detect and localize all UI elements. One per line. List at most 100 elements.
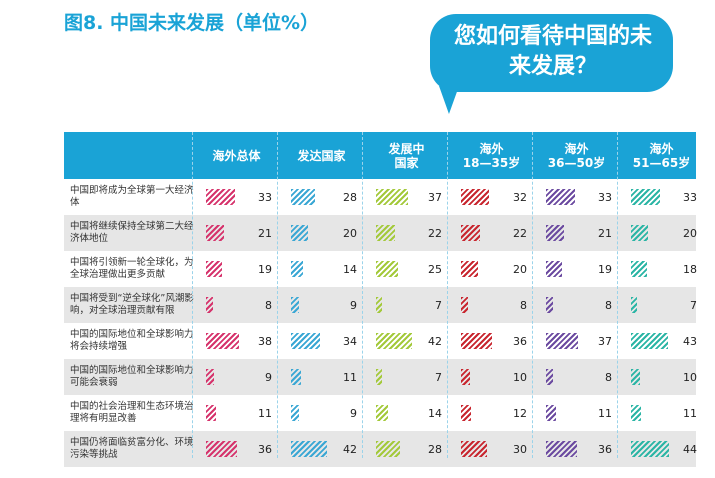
data-label: 28 — [343, 190, 357, 204]
data-label: 32 — [513, 190, 527, 204]
data-label: 11 — [598, 406, 612, 420]
column-divider — [277, 132, 279, 458]
bar — [546, 261, 562, 277]
data-label: 20 — [683, 226, 697, 240]
data-label: 43 — [683, 334, 697, 348]
bar — [461, 369, 470, 385]
row-label: 中国将引领新一轮全球化，为全球治理做出更多贡献 — [70, 257, 194, 280]
data-label: 9 — [350, 298, 357, 312]
data-label: 25 — [428, 262, 442, 276]
data-label: 11 — [683, 406, 697, 420]
table-row: 中国的国际地位和全球影响力可能会衰弱 9 11 7 10 8 10 — [64, 359, 697, 395]
bar — [291, 261, 303, 277]
bar — [631, 189, 660, 205]
table-row: 中国将继续保持全球第二大经济体地位 21 20 22 22 21 20 — [64, 215, 697, 251]
data-label: 14 — [428, 406, 442, 420]
table-row: 中国将受到“逆全球化”风潮影响，对全球治理贡献有限 8 9 7 8 8 7 — [64, 287, 697, 323]
bar — [631, 225, 648, 241]
column-divider — [192, 132, 194, 458]
row-label: 中国的国际地位和全球影响力可能会衰弱 — [70, 365, 194, 388]
data-label: 38 — [258, 334, 272, 348]
bar — [291, 297, 299, 313]
data-label: 10 — [683, 370, 697, 384]
data-label: 22 — [513, 226, 527, 240]
data-label: 20 — [343, 226, 357, 240]
bar — [376, 225, 395, 241]
bar — [291, 189, 315, 205]
header-5: 海外 36—50岁 — [547, 141, 606, 170]
data-label: 9 — [350, 406, 357, 420]
data-label: 20 — [513, 262, 527, 276]
bar — [546, 441, 577, 457]
table-row: 中国即将成为全球第一大经济体 33 28 37 32 33 33 — [64, 179, 697, 215]
bar — [291, 225, 308, 241]
data-label: 33 — [683, 190, 697, 204]
bar — [461, 333, 492, 349]
data-label: 37 — [598, 334, 612, 348]
data-label: 14 — [343, 262, 357, 276]
bar — [376, 261, 398, 277]
bar — [376, 333, 412, 349]
row-label: 中国的国际地位和全球影响力将会持续增强 — [70, 329, 194, 352]
data-label: 7 — [690, 298, 697, 312]
data-label: 36 — [513, 334, 527, 348]
bar — [206, 333, 239, 349]
speech-bubble-tail — [439, 86, 463, 114]
column-divider — [617, 132, 619, 458]
column-divider — [532, 132, 534, 458]
bar — [461, 225, 480, 241]
table-row: 中国将引领新一轮全球化，为全球治理做出更多贡献 19 14 25 20 19 18 — [64, 251, 697, 287]
row-label: 中国将继续保持全球第二大经济体地位 — [70, 221, 194, 244]
data-label: 8 — [520, 298, 527, 312]
bar — [631, 333, 668, 349]
data-label: 28 — [428, 442, 442, 456]
data-label: 19 — [258, 262, 272, 276]
row-label: 中国即将成为全球第一大经济体 — [70, 185, 194, 208]
bar — [631, 405, 641, 421]
data-label: 42 — [428, 334, 442, 348]
bar — [376, 369, 382, 385]
bar — [546, 297, 553, 313]
data-label: 44 — [683, 442, 697, 456]
table-row: 中国的社会治理和生态环境治理将有明显改善 11 9 14 12 11 11 — [64, 395, 697, 431]
row-label: 中国将受到“逆全球化”风潮影响，对全球治理贡献有限 — [70, 293, 194, 316]
bar — [206, 261, 222, 277]
bar — [546, 333, 578, 349]
table-row: 中国的国际地位和全球影响力将会持续增强 38 34 42 36 37 43 — [64, 323, 697, 359]
data-label: 12 — [513, 406, 527, 420]
bar — [461, 261, 478, 277]
bar — [291, 369, 301, 385]
data-label: 8 — [605, 370, 612, 384]
bar — [206, 297, 213, 313]
bar — [206, 189, 235, 205]
data-label: 11 — [343, 370, 357, 384]
bar — [461, 405, 471, 421]
data-label: 36 — [598, 442, 612, 456]
data-label: 8 — [265, 298, 272, 312]
header-4: 海外 18—35岁 — [462, 141, 521, 170]
data-label: 22 — [428, 226, 442, 240]
bar — [631, 297, 637, 313]
bar — [631, 369, 640, 385]
bar — [631, 261, 647, 277]
bar — [546, 189, 575, 205]
row-label: 中国仍将面临贫富分化、环境污染等挑战 — [70, 437, 194, 460]
data-label: 42 — [343, 442, 357, 456]
bar — [546, 405, 556, 421]
bar — [376, 297, 382, 313]
bar — [206, 369, 214, 385]
data-label: 33 — [258, 190, 272, 204]
bar — [291, 441, 327, 457]
bar — [461, 189, 489, 205]
data-label: 10 — [513, 370, 527, 384]
column-divider — [447, 132, 449, 458]
data-label: 19 — [598, 262, 612, 276]
bar — [291, 333, 320, 349]
bar — [461, 297, 468, 313]
bar — [546, 225, 564, 241]
data-label: 18 — [683, 262, 697, 276]
data-label: 34 — [343, 334, 357, 348]
header-3: 发展中 国家 — [388, 141, 425, 170]
speech-bubble — [430, 14, 673, 92]
bar — [206, 441, 237, 457]
